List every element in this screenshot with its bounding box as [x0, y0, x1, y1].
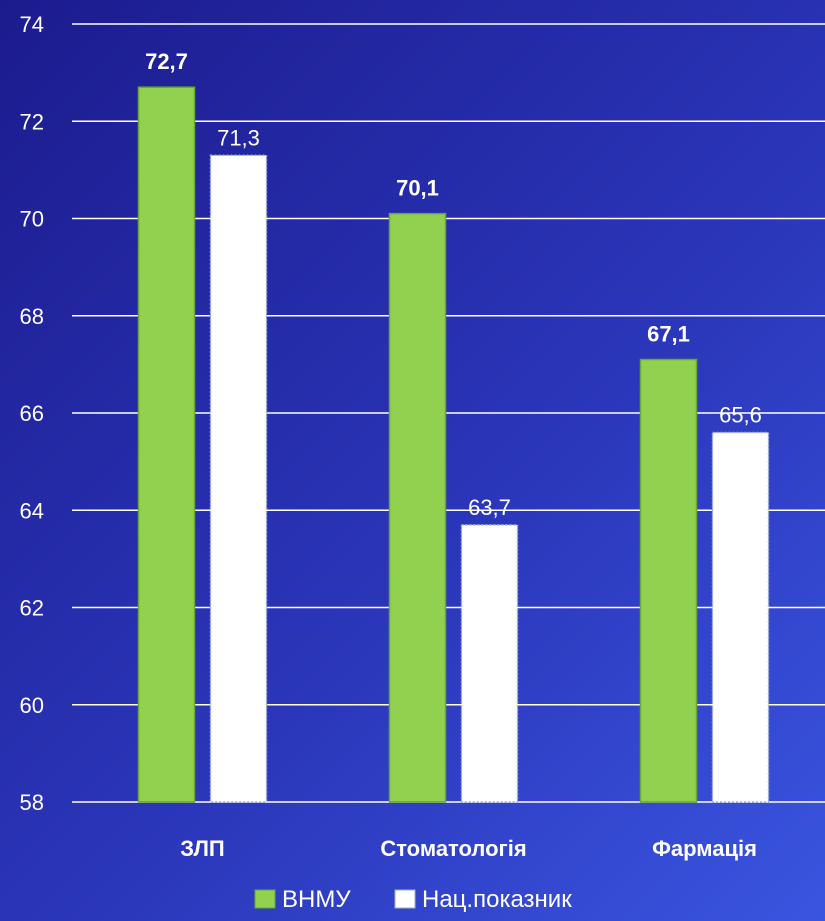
- bar-vnmu: [137, 86, 196, 803]
- y-tick-label: 72: [20, 109, 44, 134]
- gridlines: [72, 23, 825, 803]
- y-tick-label: 74: [20, 12, 44, 37]
- y-tick-label: 64: [20, 498, 44, 523]
- value-label: 67,1: [647, 322, 690, 347]
- bar-vnmu: [639, 358, 698, 803]
- legend-swatch: [394, 889, 416, 909]
- y-tick-label: 70: [20, 207, 44, 232]
- legend: ВНМУ Нац.показник: [254, 886, 572, 913]
- value-label: 65,6: [719, 402, 762, 427]
- bar-national: [460, 524, 519, 803]
- y-tick-label: 60: [20, 693, 44, 718]
- bar-national: [209, 154, 268, 803]
- bars: [137, 86, 770, 803]
- value-label: 70,1: [396, 176, 439, 201]
- legend-swatch: [254, 889, 276, 909]
- y-tick-label: 62: [20, 596, 44, 621]
- legend-entry: ВНМУ: [282, 886, 351, 913]
- y-tick-label: 66: [20, 401, 44, 426]
- bar-national: [711, 431, 770, 803]
- x-tick-label: ЗЛП: [180, 836, 224, 861]
- value-label: 72,7: [145, 49, 188, 74]
- legend-entry: Нац.показник: [422, 886, 572, 913]
- x-axis-labels: ЗЛП Стоматологія Фармація: [180, 836, 757, 861]
- bar-vnmu: [388, 212, 447, 803]
- x-tick-label: Стоматологія: [380, 836, 526, 861]
- value-label: 71,3: [217, 125, 260, 150]
- y-tick-label: 68: [20, 304, 44, 329]
- y-axis-ticks: 58 60 62 64 66 68 70 72 74: [20, 12, 44, 815]
- value-label: 63,7: [468, 495, 511, 520]
- y-tick-label: 58: [20, 790, 44, 815]
- x-tick-label: Фармація: [652, 836, 757, 861]
- value-labels: 72,7 71,3 70,1 63,7 67,1 65,6: [145, 49, 762, 520]
